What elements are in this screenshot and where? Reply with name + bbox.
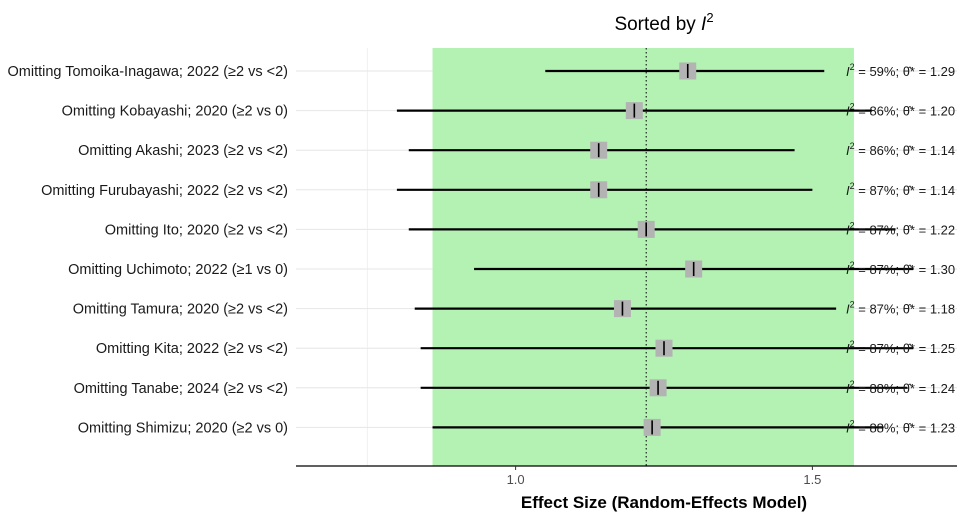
study-row: Omitting Kobayashi; 2020 (≥2 vs 0) I2 = 8…: [62, 102, 956, 120]
x-axis-title: Effect Size (Random-Effects Model): [521, 493, 807, 512]
title-prefix: Sorted by: [614, 14, 701, 35]
study-label: Omitting Akashi; 2023 (≥2 vs <2): [78, 143, 288, 159]
heterogeneity-stat: I2 = 86%; θ̂* = 1.14: [846, 141, 955, 158]
heterogeneity-stat: I2 = 87%; θ̂* = 1.30: [846, 260, 955, 277]
heterogeneity-stat: I2 = 87%; θ̂* = 1.22: [846, 220, 955, 237]
study-label: Omitting Tamura; 2020 (≥2 vs <2): [73, 302, 288, 318]
study-row: Omitting Kita; 2022 (≥2 vs <2) I2 = 87%; …: [96, 339, 955, 357]
title-superscript: 2: [706, 10, 713, 25]
heterogeneity-stat: I2 = 88%; θ̂* = 1.24: [846, 379, 955, 396]
title-symbol: I: [701, 14, 707, 35]
study-row: Omitting Ito; 2020 (≥2 vs <2) I2 = 87%; θ…: [105, 220, 955, 238]
study-label: Omitting Furubayashi; 2022 (≥2 vs <2): [41, 183, 288, 199]
study-label: Omitting Ito; 2020 (≥2 vs <2): [105, 222, 288, 238]
study-label: Omitting Tanabe; 2024 (≥2 vs <2): [74, 381, 288, 397]
study-row: Omitting Tomoika-Inagawa; 2022 (≥2 vs <2…: [7, 62, 955, 80]
heterogeneity-stat: I2 = 87%; θ̂* = 1.14: [846, 181, 955, 198]
heterogeneity-stat: I2 = 59%; θ̂* = 1.29: [846, 62, 955, 79]
pooled-ci-band: [432, 48, 854, 466]
x-axis-ticks: 1.0 1.5: [507, 466, 821, 487]
study-label: Omitting Tomoika-Inagawa; 2022 (≥2 vs <2…: [7, 64, 288, 80]
study-rows: Omitting Tomoika-Inagawa; 2022 (≥2 vs <2…: [7, 62, 955, 436]
study-row: Omitting Tanabe; 2024 (≥2 vs <2) I2 = 88%…: [74, 379, 956, 397]
study-label: Omitting Kita; 2022 (≥2 vs <2): [96, 341, 288, 357]
heterogeneity-stat: I2 = 87%; θ̂* = 1.18: [846, 300, 955, 317]
heterogeneity-stat: I2 = 88%; θ̂* = 1.23: [846, 418, 955, 435]
study-label: Omitting Kobayashi; 2020 (≥2 vs 0): [62, 104, 288, 120]
plot-title: Sorted by I2: [614, 10, 713, 35]
study-label: Omitting Shimizu; 2020 (≥2 vs 0): [78, 420, 288, 436]
study-row: Omitting Shimizu; 2020 (≥2 vs 0) I2 = 88%…: [78, 418, 955, 436]
study-row: Omitting Tamura; 2020 (≥2 vs <2) I2 = 87%…: [73, 300, 955, 318]
study-label: Omitting Uchimoto; 2022 (≥1 vs 0): [68, 262, 288, 278]
study-row: Omitting Uchimoto; 2022 (≥1 vs 0) I2 = 87…: [68, 260, 955, 278]
study-row: Omitting Furubayashi; 2022 (≥2 vs <2) I2 …: [41, 181, 955, 199]
heterogeneity-stat: I2 = 87%; θ̂* = 1.25: [846, 339, 955, 356]
x-tick-label: 1.5: [803, 472, 821, 487]
heterogeneity-stat: I2 = 86%; θ̂* = 1.20: [846, 102, 955, 119]
x-tick-label: 1.0: [507, 472, 525, 487]
study-row: Omitting Akashi; 2023 (≥2 vs <2) I2 = 86%…: [78, 141, 955, 159]
